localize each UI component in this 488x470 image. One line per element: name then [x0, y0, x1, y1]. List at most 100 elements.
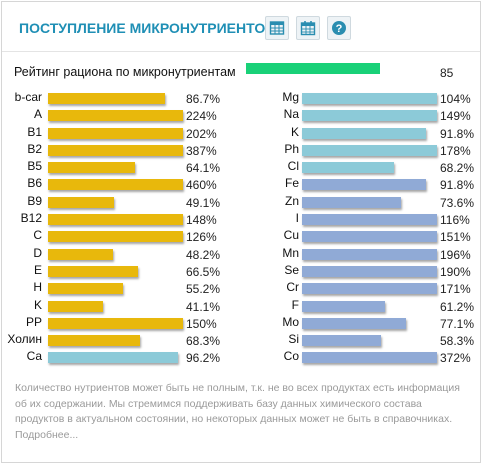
nutrient-row: Fe 91.8% [242, 173, 480, 192]
nutrient-label: B12 [20, 211, 42, 226]
nutrient-label: A [33, 107, 42, 122]
nutrient-value: 77.1% [440, 316, 475, 331]
nutrient-value: 171% [440, 282, 471, 297]
nutrient-label: Ca [26, 349, 42, 364]
nutrient-bar [48, 265, 138, 277]
vitamins-column: b-car 86.7% A 224% B1 202% B2 387% B5 64.1% B6 460%… [2, 87, 242, 366]
nutrient-label: D [33, 245, 42, 260]
nutrient-bar [48, 248, 113, 260]
nutrient-label: Si [288, 332, 299, 347]
nutrient-bar [48, 352, 178, 364]
nutrient-row: Mg 104% [242, 87, 480, 106]
nutrient-label: I [295, 211, 299, 226]
help-button[interactable]: ? [327, 16, 351, 40]
nutrient-bar [48, 179, 183, 191]
nutrient-row: K 41.1% [2, 295, 242, 314]
nutrient-bar [302, 352, 437, 364]
nutrient-bar [302, 110, 437, 122]
svg-text:?: ? [336, 23, 343, 35]
nutrient-bar [48, 231, 183, 243]
nutrient-row: K 91.8% [242, 122, 480, 141]
table-icon [269, 21, 285, 35]
nutrient-value: 126% [186, 230, 217, 245]
nutrient-row: Se 190% [242, 260, 480, 279]
nutrient-row: I 116% [242, 208, 480, 228]
nutrient-label: Fe [284, 176, 299, 191]
nutrient-row: Zn 73.6% [242, 191, 480, 210]
nutrient-bar [302, 317, 406, 329]
nutrient-bar [48, 283, 123, 295]
nutrient-label: Mg [282, 90, 299, 104]
nutrient-row: Cu 151% [242, 225, 480, 245]
calendar-button[interactable] [296, 16, 320, 40]
table-view-button[interactable] [265, 16, 289, 40]
nutrient-label: C [33, 228, 42, 243]
nutrient-value: 224% [186, 109, 217, 124]
nutrient-value: 104% [440, 92, 471, 106]
nutrient-value: 178% [440, 143, 471, 158]
nutrient-bar [48, 196, 114, 208]
nutrient-value: 116% [440, 213, 470, 228]
nutrient-bar [48, 214, 183, 226]
rating-value: 85 [440, 66, 454, 80]
nutrient-row: Mo 77.1% [242, 312, 480, 331]
nutrient-row: PP 150% [2, 312, 242, 331]
nutrient-row: Cr 171% [242, 277, 480, 297]
nutrient-value: 58.3% [440, 334, 475, 349]
question-icon: ? [332, 21, 346, 35]
nutrient-bar [302, 335, 381, 347]
nutrient-label: Co [283, 349, 299, 364]
nutrient-label: Холин [7, 332, 42, 347]
nutrient-label: B5 [27, 159, 42, 174]
nutrient-row: Si 58.3% [242, 329, 480, 349]
nutrient-label: K [33, 297, 42, 312]
nutrient-value: 196% [440, 247, 471, 262]
disclaimer-text[interactable]: Количество нутриентов может быть не полн… [15, 382, 460, 441]
nutrient-row: C 126% [2, 225, 242, 245]
nutrient-value: 96.2% [186, 351, 221, 366]
nutrient-label: H [33, 280, 42, 295]
nutrient-value: 202% [186, 126, 217, 141]
nutrient-label: K [290, 124, 299, 139]
nutrient-row: A 224% [2, 104, 242, 124]
nutrient-bar [302, 265, 437, 277]
nutrient-label: Ph [284, 141, 299, 156]
nutrient-row: B5 64.1% [2, 156, 242, 175]
nutrient-label: PP [25, 314, 42, 329]
nutrient-bar [302, 214, 437, 226]
nutrient-label: F [291, 297, 299, 312]
nutrient-row: D 48.2% [2, 243, 242, 262]
nutrient-label: Zn [284, 193, 299, 208]
nutrient-value: 190% [440, 264, 471, 279]
nutrient-label: Cu [283, 228, 299, 243]
nutrient-bar [48, 127, 183, 139]
nutrient-value: 151% [440, 230, 471, 245]
nutrient-bar [302, 300, 385, 312]
rating-label: Рейтинг рациона по микронутриентам [14, 65, 236, 79]
nutrient-label: Na [283, 107, 299, 122]
nutrient-row: E 66.5% [2, 260, 242, 279]
nutrient-label: B9 [27, 193, 42, 208]
nutrient-row: B12 148% [2, 208, 242, 228]
nutrient-value: 91.8% [440, 126, 475, 141]
nutrient-row: H 55.2% [2, 277, 242, 297]
nutrient-row: B6 460% [2, 173, 242, 192]
nutrient-label: Cl [287, 159, 299, 174]
nutrient-value: 55.2% [186, 282, 221, 297]
disclaimer-note: Количество нутриентов может быть не полн… [15, 381, 465, 443]
nutrient-row: b-car 86.7% [2, 87, 242, 106]
nutrient-label: Se [284, 262, 299, 277]
nutrient-bar [302, 231, 437, 243]
nutrient-label: Cr [286, 280, 299, 295]
nutrient-bar [48, 162, 135, 174]
nutrient-row: Ph 178% [242, 139, 480, 158]
nutrient-value: 148% [186, 213, 217, 228]
nutrient-value: 68.2% [440, 161, 475, 176]
nutrient-row: B1 202% [2, 122, 242, 141]
nutrient-row: Na 149% [242, 104, 480, 123]
nutrient-value: 372% [440, 351, 471, 366]
panel-header: ПОСТУПЛЕНИЕ МИКРОНУТРИЕНТОВ [2, 2, 480, 52]
nutrient-row: Co 372% [242, 346, 480, 366]
nutrient-value: 49.1% [186, 195, 221, 210]
nutrient-bar [48, 317, 183, 329]
